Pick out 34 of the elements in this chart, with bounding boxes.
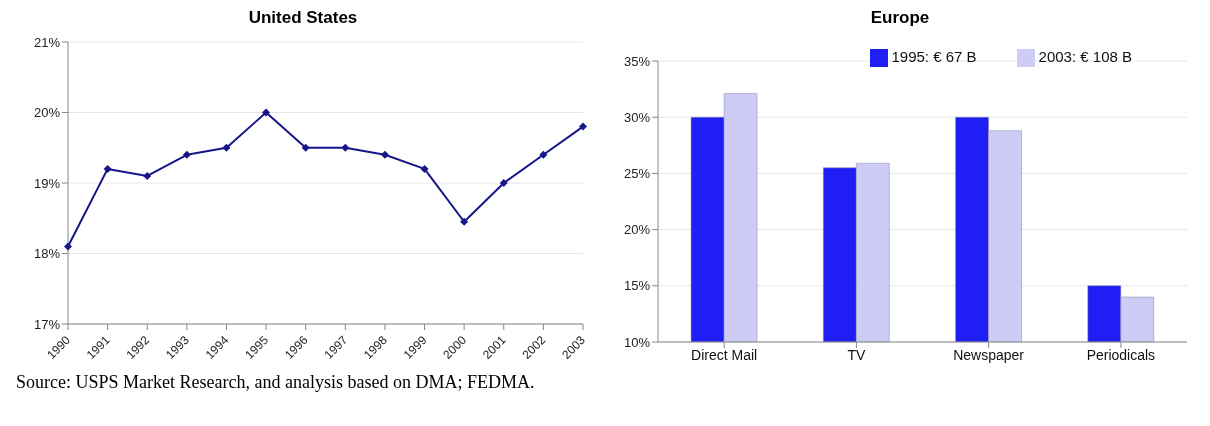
- y-tick-label: 20%: [33, 105, 61, 121]
- point: [301, 143, 310, 152]
- point: [222, 143, 231, 152]
- y-tick-label: 25%: [623, 166, 651, 182]
- legend-label: 1995: € 67 B: [891, 48, 977, 65]
- point: [143, 171, 152, 180]
- point: [420, 164, 429, 173]
- x-tick-label: Newspaper: [953, 346, 1025, 363]
- point: [262, 108, 271, 117]
- point: [499, 179, 508, 187]
- legend-label: 2003: € 108 B: [1038, 48, 1132, 65]
- y-tick-label: 20%: [623, 222, 651, 238]
- x-tick-label: TV: [847, 346, 866, 363]
- y-tick-label: 30%: [623, 109, 651, 125]
- point: [103, 164, 112, 173]
- y-tick-label: 18%: [33, 246, 61, 262]
- x-tick-label: Periodicals: [1086, 346, 1156, 363]
- point: [64, 242, 72, 251]
- y-tick-label: 15%: [623, 278, 651, 294]
- point: [380, 150, 389, 159]
- y-tick-label: 10%: [623, 334, 651, 350]
- y-tick-label: 35%: [623, 53, 651, 69]
- y-tick-label: 19%: [33, 175, 61, 191]
- chart-title: Europe: [869, 8, 931, 29]
- point: [539, 150, 548, 159]
- point: [460, 217, 469, 226]
- x-tick-label: Direct Mail: [691, 346, 758, 363]
- source-note: Source: USPS Market Research, and analysis based on DMA; FEDMA.: [16, 372, 536, 393]
- point: [341, 143, 350, 152]
- point: [579, 122, 587, 131]
- y-tick-label: 17%: [33, 316, 61, 332]
- y-tick-label: 21%: [33, 34, 61, 50]
- chart-title: United States: [247, 8, 359, 29]
- point: [182, 150, 191, 159]
